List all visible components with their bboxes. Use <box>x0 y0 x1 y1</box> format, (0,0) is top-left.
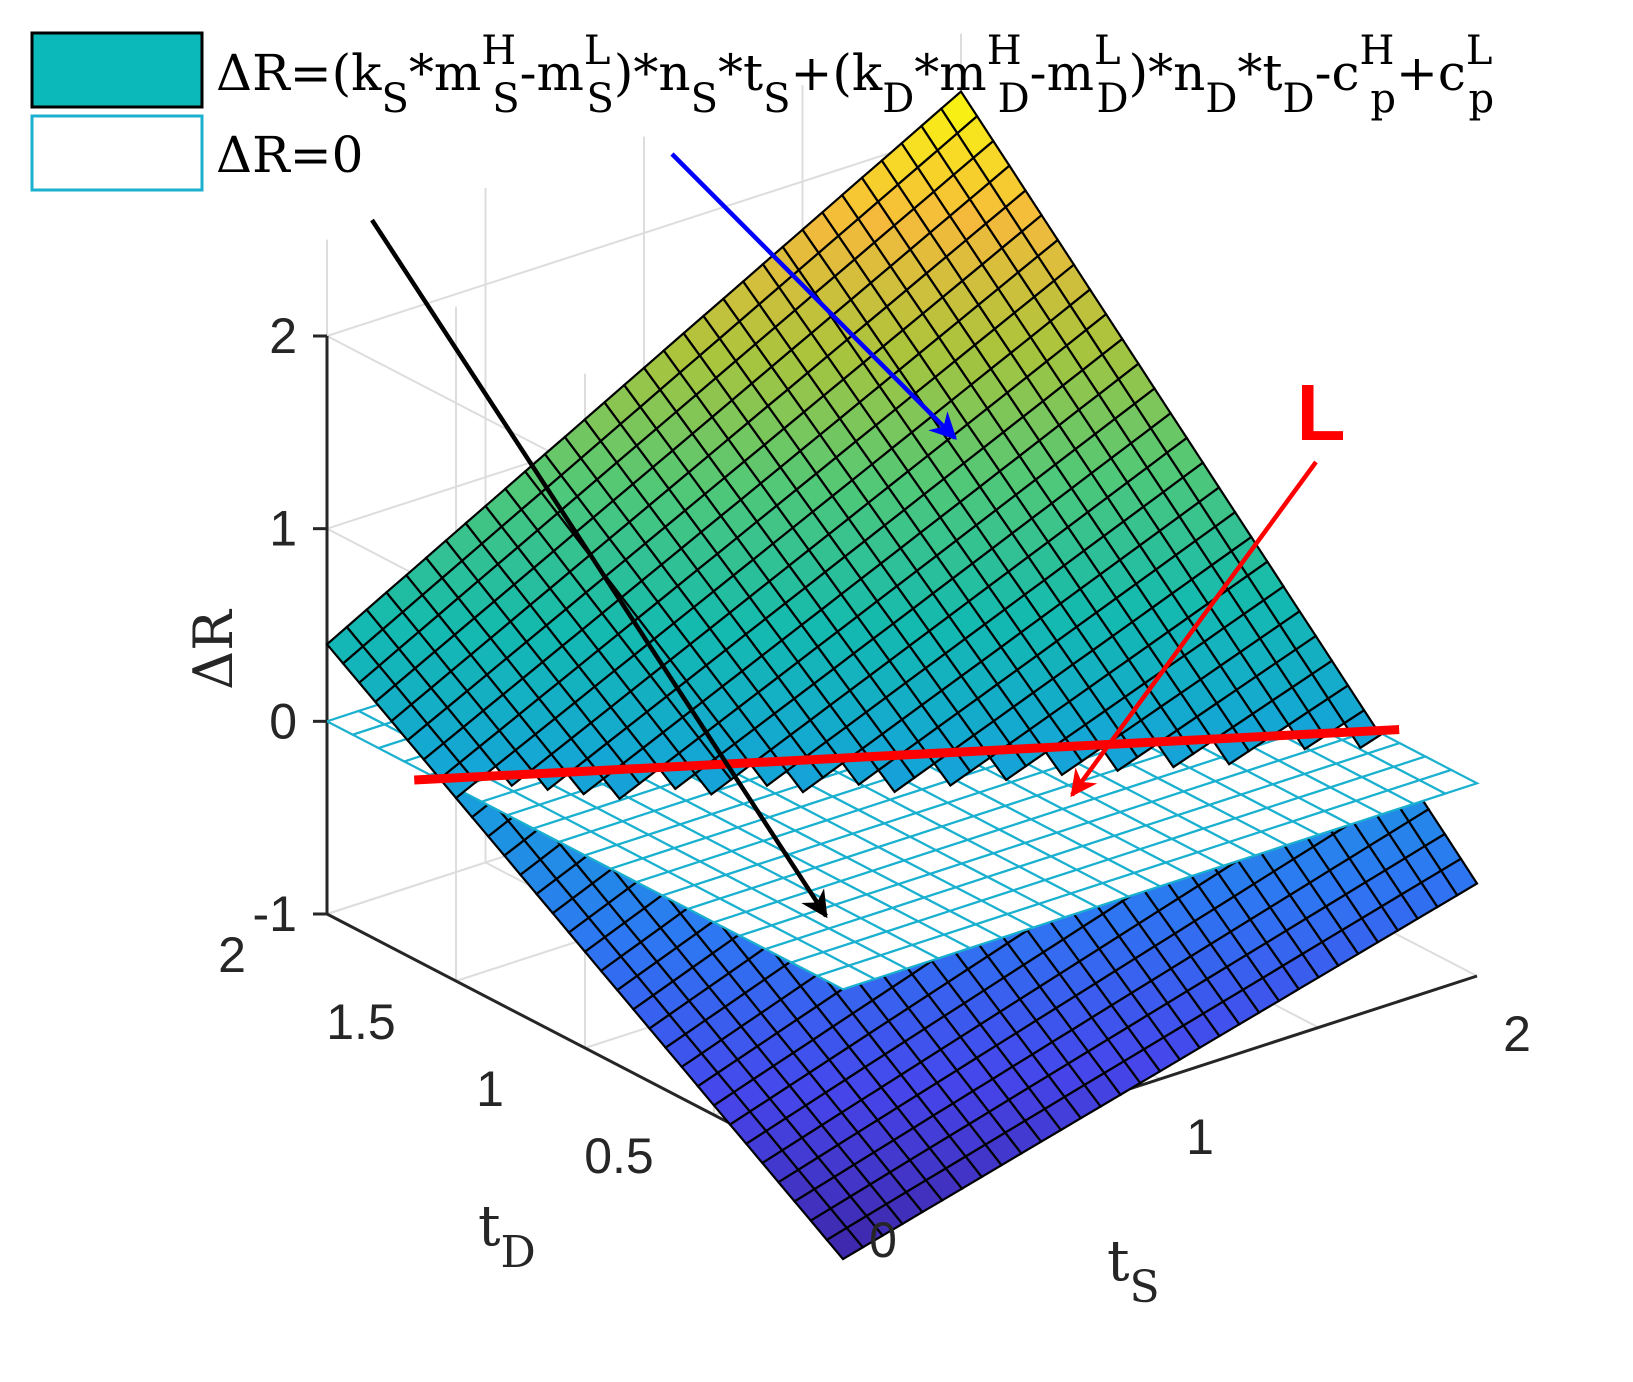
legend-swatch-surface <box>30 31 204 109</box>
z-tick-label: 1 <box>269 501 297 557</box>
x-tick-label: 0 <box>869 1212 897 1268</box>
surface-patch <box>825 1226 865 1261</box>
y-tick-label: 2 <box>218 927 246 983</box>
intersection-line <box>414 725 1400 785</box>
legend-swatch-zero-plane <box>30 114 204 192</box>
zero-plane-patch <box>814 964 878 991</box>
y-tick-label: 0.5 <box>584 1128 654 1184</box>
surface-arrow <box>670 152 957 440</box>
x-tick-label: 1 <box>1186 1109 1214 1165</box>
zero-plane-arrow <box>370 218 828 919</box>
z-axis-label: ΔR <box>182 609 245 690</box>
legend: ΔR=(kS*mH S-mL S)*nS*tS+(kD*mH D-mL D)*nD*tD… <box>30 28 1494 192</box>
x-tick-label: 2 <box>1503 1006 1531 1062</box>
z-tick-label: 2 <box>269 308 297 364</box>
annotations: L <box>370 152 1346 919</box>
intersection-label: L <box>1297 368 1346 457</box>
y-axis-label: tD <box>478 1194 536 1278</box>
surface-above-plane <box>325 89 1382 801</box>
y-tick-label: 1.5 <box>326 994 396 1050</box>
intersection-line-layer <box>414 725 1400 785</box>
z-tick-label: 0 <box>269 693 297 749</box>
x-axis-label: tS <box>1107 1229 1160 1313</box>
intersection-arrow <box>1070 460 1318 798</box>
surface-patch <box>657 751 697 791</box>
z-tick-label: -1 <box>253 886 297 942</box>
y-tick-label: 1 <box>476 1061 504 1117</box>
tick-labels: -1 0 1 2 0.5 1 1.5 2 0 1 2 <box>218 308 1531 1268</box>
legend-entry-zero-plane: ΔR=0 <box>216 126 363 184</box>
legend-entry-surface: ΔR=(kS*mH S-mL S)*nS*tS+(kD*mH D-mL D)*nD*tD… <box>216 28 1494 122</box>
